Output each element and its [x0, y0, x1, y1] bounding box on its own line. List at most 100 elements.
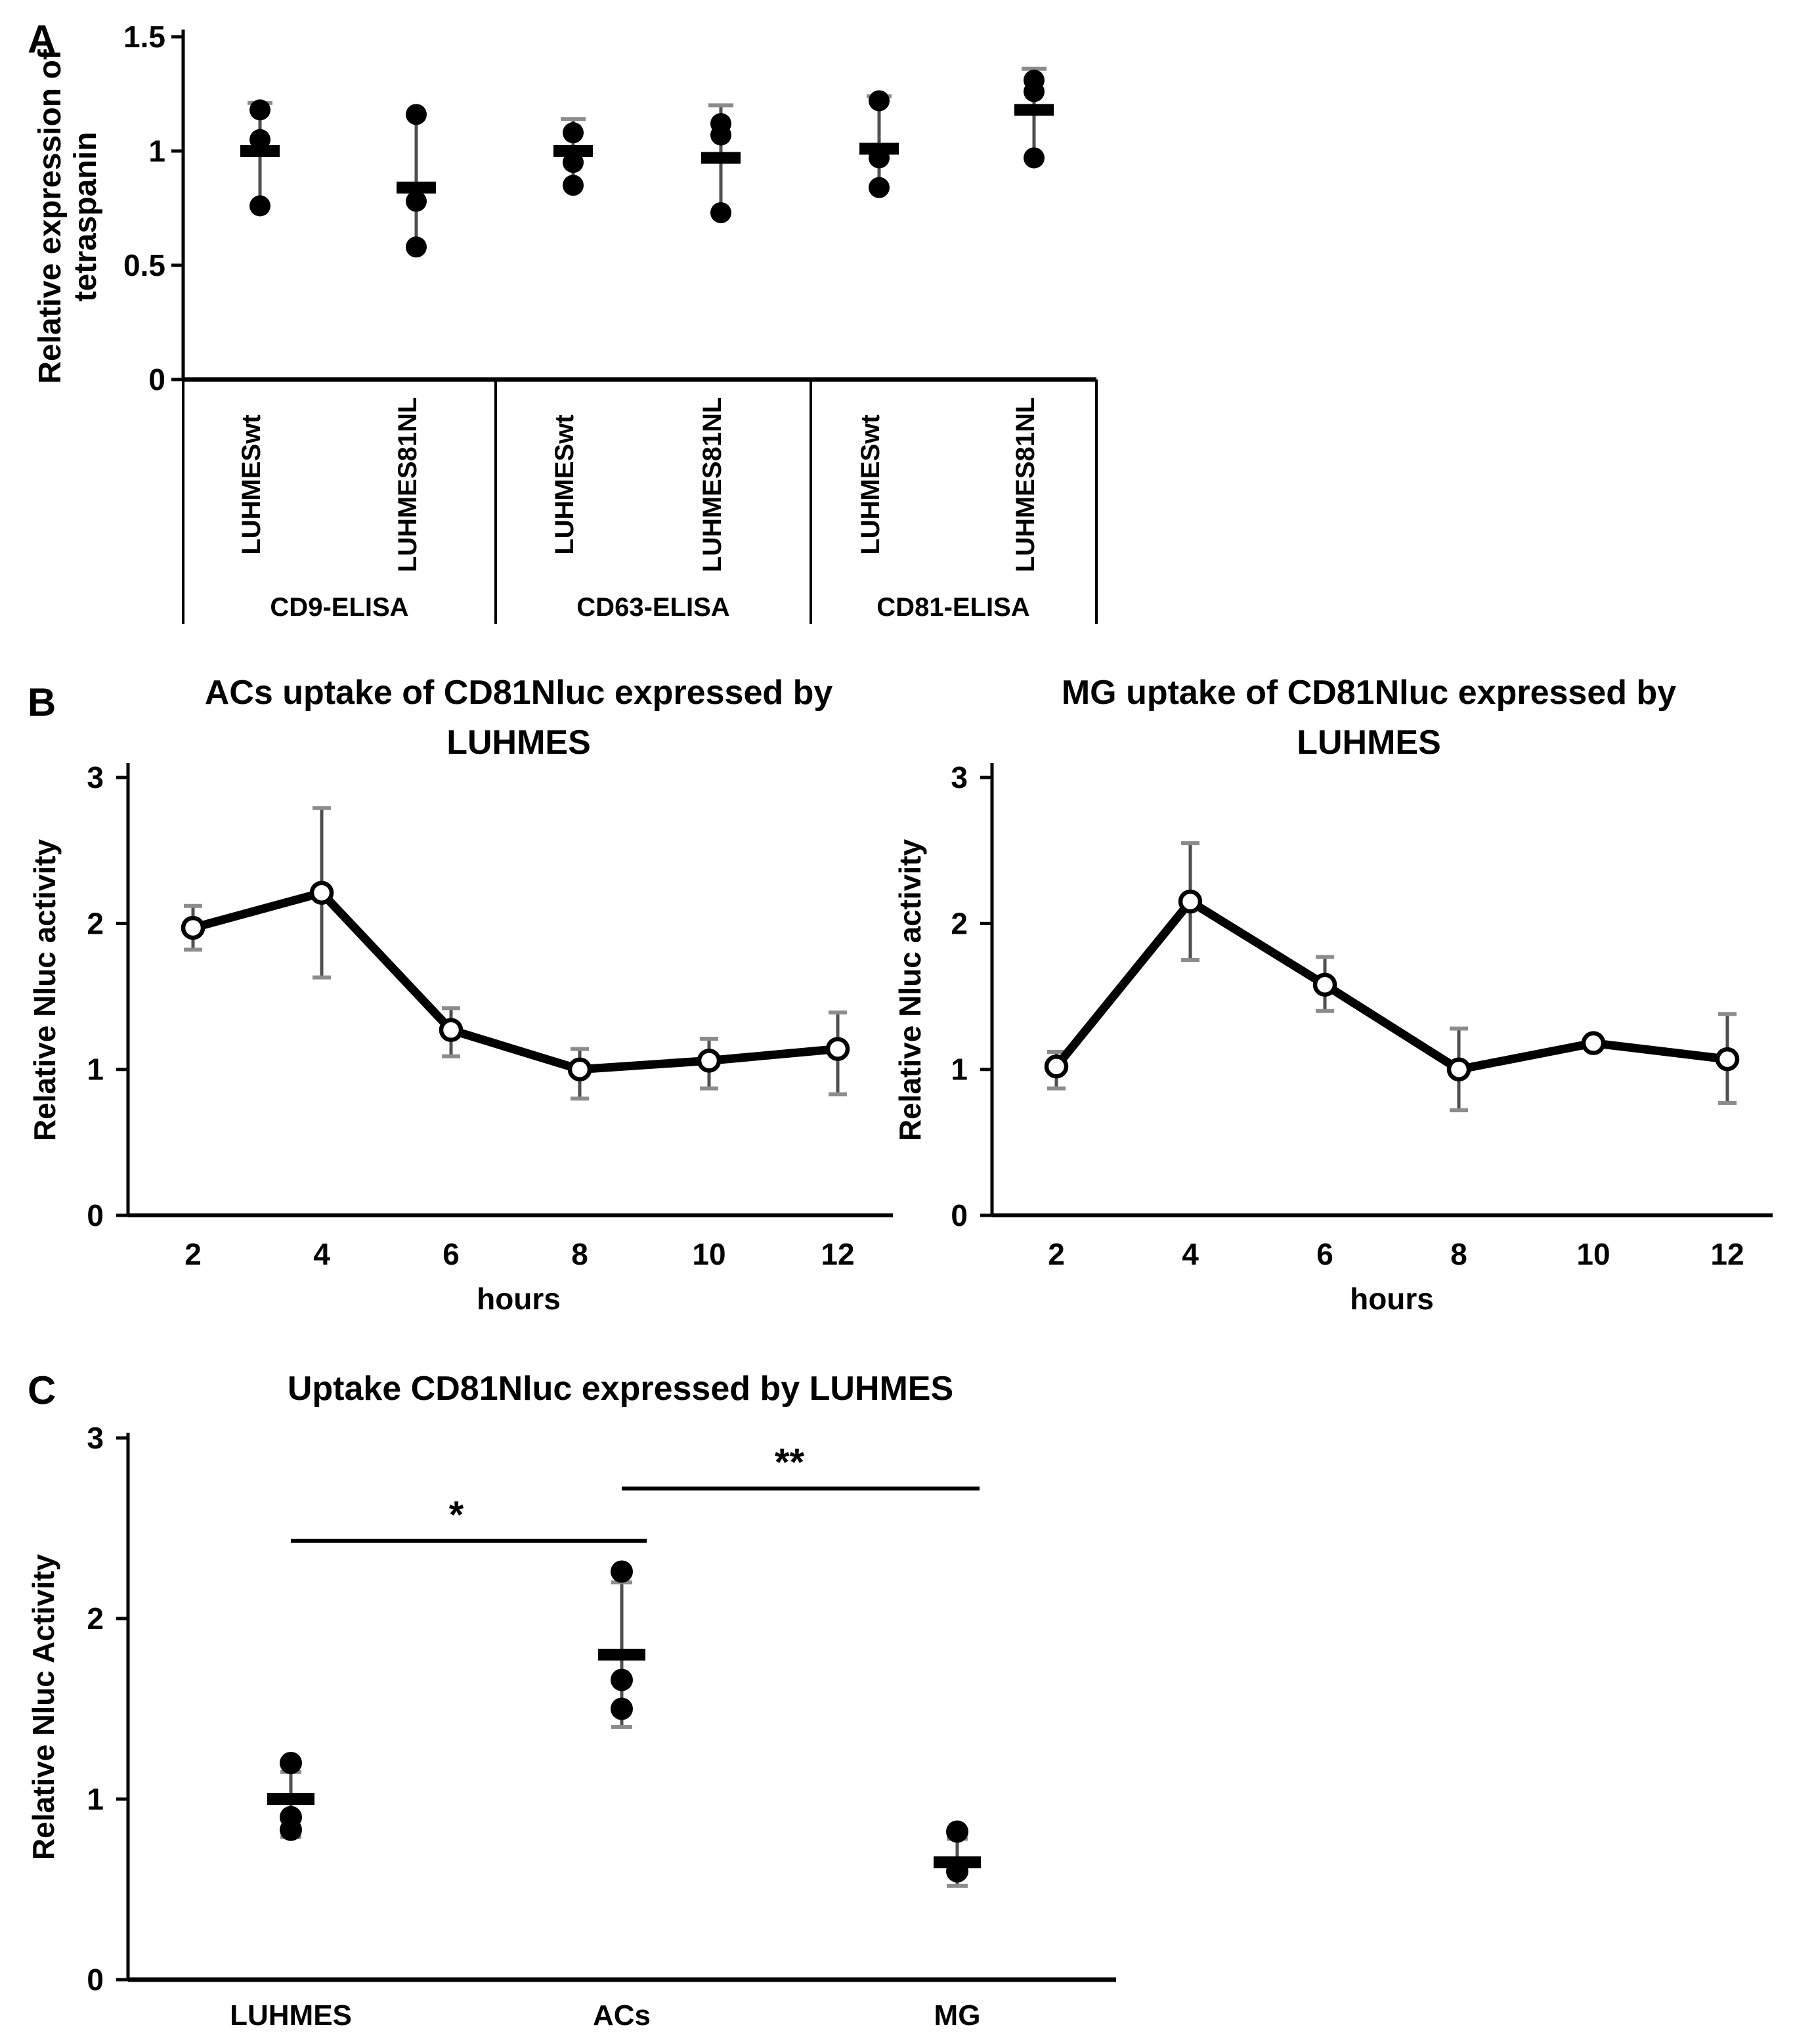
section-label: CD63-ELISA — [576, 593, 729, 622]
significance-label: ** — [775, 1441, 805, 1484]
data-point — [869, 177, 890, 198]
data-point — [406, 236, 427, 258]
chart-c-title: Uptake CD81Nluc expressed by LUHMES — [288, 1370, 953, 1408]
data-point-marker — [309, 881, 334, 905]
group-label: LUHMES81NL — [393, 397, 422, 573]
mean-bar — [240, 145, 280, 157]
data-point — [611, 1560, 633, 1583]
data-point-marker — [1581, 1031, 1606, 1055]
chart-bleft-title-line1: ACs uptake of CD81Nluc expressed by — [205, 674, 833, 712]
y-tick-label: 3 — [87, 1421, 104, 1455]
mean-bar — [397, 181, 436, 194]
chart-bright-x-axis-label: hours — [1350, 1282, 1434, 1316]
y-tick-label: 0 — [951, 1198, 968, 1232]
chart-bleft-y-axis-label: Relative Nluc activity — [28, 838, 62, 1141]
data-point — [249, 195, 270, 217]
x-tick-label: 2 — [1048, 1237, 1065, 1271]
mean-bar — [701, 152, 741, 164]
panel-b-label: B — [28, 680, 56, 724]
x-tick-label: 6 — [1316, 1237, 1333, 1271]
group-label: LUHMES81NL — [698, 397, 727, 573]
y-tick-label: 2 — [951, 906, 968, 940]
mean-bar — [267, 1793, 314, 1805]
data-point-marker — [1044, 1055, 1069, 1079]
data-point-marker — [567, 1057, 592, 1081]
y-tick-label: 1 — [148, 134, 165, 168]
data-point — [1024, 147, 1045, 169]
data-point — [869, 90, 890, 112]
x-tick-label: 6 — [443, 1237, 460, 1271]
data-point — [563, 175, 584, 196]
x-tick-label: 8 — [571, 1237, 588, 1271]
y-tick-label: 0.5 — [123, 248, 165, 282]
y-tick-label: 2 — [87, 1601, 104, 1636]
category-label: MG — [934, 1999, 981, 2032]
data-point — [249, 129, 270, 150]
mean-bar — [598, 1649, 645, 1661]
y-tick-label: 1 — [951, 1053, 968, 1087]
chart-bleft-title-line2: LUHMES — [446, 724, 591, 762]
data-point-marker — [439, 1018, 464, 1042]
chart-bright-title-line1: MG uptake of CD81Nluc expressed by — [1062, 674, 1676, 712]
data-point-marker — [181, 915, 205, 940]
group-label: LUHMESwt — [237, 414, 266, 554]
data-point — [710, 202, 731, 223]
data-point-marker — [1715, 1047, 1740, 1072]
data-point — [611, 1668, 633, 1691]
data-point-marker — [825, 1037, 850, 1061]
data-point — [710, 124, 731, 146]
data-point — [946, 1860, 968, 1882]
section-label: CD9-ELISA — [270, 593, 408, 622]
x-tick-label: 12 — [821, 1237, 854, 1271]
chart-bright-title-line2: LUHMES — [1297, 724, 1441, 762]
y-tick-label: 0 — [87, 1198, 104, 1232]
panel-a-label: A — [28, 17, 56, 61]
group-label: LUHMES81NL — [1011, 397, 1040, 573]
panel-a-chart: 0 0.5 1 1.5 LUHMESwt LUHMES81NL LUHMESwt LUHMES… — [123, 20, 1098, 624]
chart-a-y-axis-label-line1: Relative expression of — [33, 49, 68, 384]
data-point — [280, 1818, 302, 1841]
data-point — [611, 1697, 633, 1720]
data-point — [563, 152, 584, 173]
x-tick-label: 4 — [1182, 1237, 1199, 1271]
data-point-marker — [1446, 1057, 1471, 1081]
data-point — [869, 147, 890, 169]
data-point — [406, 190, 427, 212]
mean-bar — [1014, 104, 1054, 116]
y-tick-label: 3 — [951, 760, 968, 794]
data-point-marker — [1312, 972, 1337, 997]
y-tick-label: 3 — [87, 760, 104, 794]
data-line — [192, 888, 838, 1074]
data-point — [1024, 81, 1045, 102]
x-tick-label: 4 — [313, 1237, 330, 1271]
chart-a-y-axis-label-line2: tetraspanin — [68, 132, 103, 302]
data-point — [249, 99, 270, 121]
x-tick-label: 12 — [1710, 1237, 1744, 1271]
data-point-marker — [1178, 889, 1203, 914]
chart-c-y-axis-label: Relative Nluc Activity — [26, 1554, 60, 1861]
data-point — [280, 1752, 302, 1774]
y-tick-label: 0 — [87, 1963, 104, 1997]
significance-label: * — [449, 1494, 464, 1536]
y-tick-label: 1.5 — [123, 20, 165, 54]
category-label: LUHMES — [230, 1999, 352, 2032]
x-tick-label: 2 — [184, 1237, 202, 1271]
data-point — [406, 104, 427, 125]
x-tick-label: 8 — [1450, 1237, 1467, 1271]
y-tick-label: 1 — [87, 1782, 104, 1816]
y-tick-label: 0 — [148, 362, 165, 397]
data-point — [563, 122, 584, 144]
section-label: CD81-ELISA — [876, 593, 1029, 622]
y-tick-label: 2 — [87, 906, 104, 940]
chart-bleft-x-axis-label: hours — [477, 1282, 561, 1316]
x-tick-label: 10 — [1576, 1237, 1610, 1271]
data-point-marker — [697, 1049, 722, 1073]
x-tick-label: 10 — [692, 1237, 725, 1271]
data-line — [1052, 897, 1728, 1074]
y-tick-label: 1 — [87, 1053, 104, 1087]
